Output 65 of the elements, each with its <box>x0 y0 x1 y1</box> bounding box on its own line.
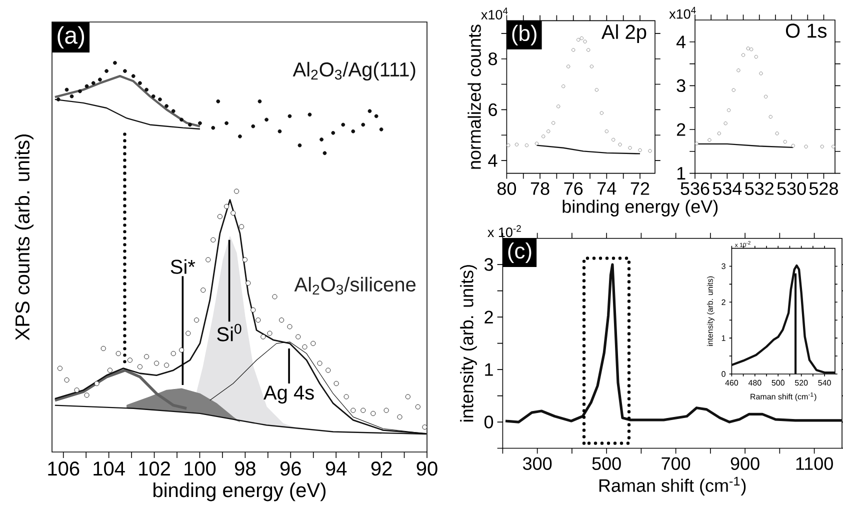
y-tick-label: 4 <box>676 36 686 48</box>
x-tick-label: 80 <box>497 182 516 195</box>
x-tick-label: 100 <box>184 462 216 476</box>
x-tick-label: 90 <box>416 462 438 476</box>
x-tick-label: 72 <box>630 182 650 195</box>
series-label: Al$_{2}$O$_{3}$/Ag(111) <box>292 62 416 81</box>
x-tick-label: 94 <box>326 462 347 476</box>
x-tick-label: 500 <box>592 457 621 470</box>
y-tick-label: 4 <box>488 154 498 167</box>
y-tick-label: 2 <box>676 123 686 136</box>
y-tick-label: 1 <box>677 167 686 180</box>
y-tick-label: 6 <box>488 103 497 116</box>
chart-title: Al 2p <box>601 24 646 43</box>
x-tick-label: 700 <box>662 457 690 470</box>
x-tick-label: 102 <box>139 462 170 476</box>
series-label: Al$_{2}$O$_{3}$/silicene <box>294 276 416 295</box>
y-tick-label: 8 <box>488 52 497 66</box>
y-axis-title: intensity (arb. units) <box>460 265 477 422</box>
x-tick-label: 74 <box>598 182 616 195</box>
y-tick-label: 2 <box>722 299 726 305</box>
y-tick-label: 1 <box>722 335 726 341</box>
x-tick-label: 480 <box>748 380 762 386</box>
y-tick-label: 1 <box>485 363 493 376</box>
x-tick-label: 1100 <box>796 457 833 470</box>
y-tick-label: 3 <box>722 263 726 270</box>
x-tick-label: 500 <box>772 380 784 386</box>
x-axis-title: Raman shift (cm$^{-1}$) <box>599 476 746 496</box>
y-tick-label: 2 <box>484 310 493 324</box>
x-tick-label: 536 <box>680 182 710 195</box>
x-tick-label: 540 <box>818 380 831 386</box>
y-axis-title: intensity (arb. units) <box>706 276 714 346</box>
x-tick-label: 104 <box>94 462 125 476</box>
y-tick-label: 0 <box>484 416 494 428</box>
annotation: Si$^{0}$ <box>217 324 242 342</box>
x-tick-label: 106 <box>48 462 80 476</box>
annotation: (c) <box>508 242 532 263</box>
x-tick-label: 534 <box>712 182 742 195</box>
x-tick-label: 300 <box>523 457 552 470</box>
x-tick-label: 98 <box>235 462 256 476</box>
y-axis-title: XPS counts (arb. units) <box>14 134 34 340</box>
x-axis-title: Raman shift (cm$^{-1}$) <box>750 392 816 402</box>
x-tick-label: 528 <box>809 182 838 195</box>
text: x10$^{4}$ <box>481 8 508 20</box>
y-tick-label: 0 <box>722 371 726 377</box>
annotation: Si* <box>170 259 196 274</box>
x-tick-label: 92 <box>371 462 392 476</box>
y-tick-label: 3 <box>484 258 493 271</box>
x-tick-label: 96 <box>280 462 301 476</box>
y-axis-title: normalized counts <box>468 24 481 169</box>
x-tick-label: 78 <box>530 182 550 195</box>
x-axis-title: binding energy (eV) <box>154 482 326 502</box>
x-tick-label: 76 <box>564 182 583 195</box>
x-tick-label: 460 <box>725 380 738 386</box>
x-axis-title: binding energy (eV) <box>562 200 718 216</box>
x-tick-label: 530 <box>777 182 806 195</box>
x-tick-label: 532 <box>745 182 774 195</box>
text: x10$^{4}$ <box>669 6 696 19</box>
x-tick-label: 900 <box>730 457 760 470</box>
chart-title: O 1s <box>786 24 827 38</box>
x-tick-label: 520 <box>794 380 808 386</box>
annotation: Ag 4s <box>264 386 314 404</box>
text: (a) <box>58 26 84 49</box>
text: x 10$^{-2}$ <box>488 225 521 238</box>
annotation: (b) <box>512 24 536 46</box>
y-tick-label: 3 <box>676 79 686 92</box>
